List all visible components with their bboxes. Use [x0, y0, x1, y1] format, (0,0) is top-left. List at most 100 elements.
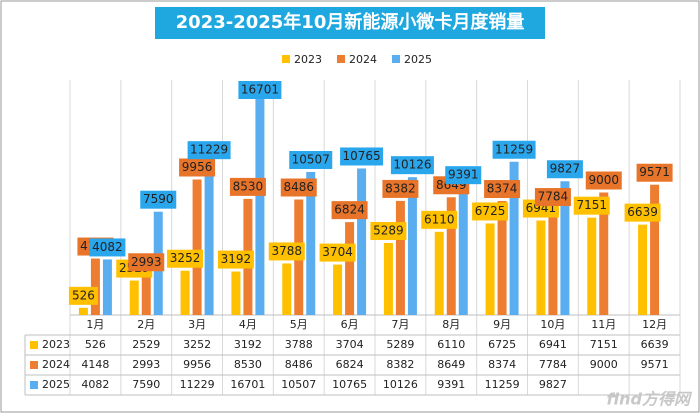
- legend-swatch: [392, 55, 400, 63]
- data-label: 11259: [495, 142, 533, 156]
- table-cell: 526: [85, 338, 106, 351]
- data-label: 16701: [241, 83, 279, 97]
- data-label: 7784: [538, 190, 569, 204]
- data-label: 6639: [627, 205, 658, 219]
- data-label: 2993: [131, 255, 162, 269]
- table-cell: 16701: [230, 378, 265, 391]
- data-label: 7151: [576, 198, 607, 212]
- data-label-box: [229, 177, 266, 196]
- data-label: 10507: [292, 152, 330, 166]
- data-label-box: [445, 166, 482, 185]
- data-label-box: [390, 156, 434, 175]
- data-label-box: [179, 158, 216, 177]
- table-cell: 11259: [485, 378, 520, 391]
- data-label: 9956: [182, 160, 213, 174]
- table-cell: 4082: [81, 378, 109, 391]
- data-label: 526: [72, 288, 95, 302]
- data-label: 8486: [283, 180, 314, 194]
- data-label-box: [370, 222, 407, 241]
- data-label: 3704: [322, 245, 353, 259]
- data-label: 3192: [221, 252, 252, 266]
- table-cell: 5289: [386, 338, 414, 351]
- legend-label: 2024: [349, 53, 377, 66]
- bar: [333, 264, 343, 315]
- data-label-box: [546, 160, 583, 179]
- table-cell: 8382: [386, 358, 414, 371]
- table-cell: 9391: [437, 378, 465, 391]
- table-cell: 9571: [641, 358, 669, 371]
- bar: [78, 307, 88, 315]
- legend-label: 2023: [294, 53, 322, 66]
- table-cell: 8649: [437, 358, 465, 371]
- table-cell: 10765: [332, 378, 367, 391]
- table-cell: 3252: [183, 338, 211, 351]
- x-tick-label: 12月: [642, 318, 667, 331]
- data-label-box: [624, 203, 661, 222]
- x-tick-label: 10月: [540, 318, 565, 331]
- data-label: 8530: [233, 179, 264, 193]
- data-label-box: [382, 179, 419, 198]
- data-label: 9571: [639, 165, 670, 179]
- data-label-box: [319, 243, 356, 262]
- bar: [383, 243, 393, 315]
- data-label-box: [167, 249, 204, 268]
- data-label-box: [340, 147, 384, 166]
- data-label: 8382: [385, 181, 416, 195]
- x-tick-label: 7月: [391, 318, 409, 331]
- bar: [180, 270, 190, 315]
- legend-swatch: [337, 55, 345, 63]
- table-swatch: [30, 361, 38, 369]
- table-cell: 6639: [641, 338, 669, 351]
- bar: [407, 177, 417, 315]
- row-header: 2024: [42, 358, 70, 371]
- table-cell: 3192: [234, 338, 262, 351]
- bar: [90, 258, 100, 315]
- data-label: 9391: [448, 168, 479, 182]
- data-label-box: [89, 238, 126, 257]
- bar: [102, 259, 112, 315]
- data-label: 9000: [588, 173, 619, 187]
- bar: [446, 197, 456, 315]
- table-cell: 3788: [285, 338, 313, 351]
- table-cell: 8374: [488, 358, 516, 371]
- data-label-box: [331, 201, 368, 220]
- bar: [204, 162, 214, 315]
- data-label-box: [68, 286, 98, 305]
- table-cell: 11229: [180, 378, 215, 391]
- table-cell: 9000: [590, 358, 618, 371]
- title-box: [155, 7, 545, 39]
- x-tick-label: 6月: [341, 318, 359, 331]
- bar: [599, 192, 609, 315]
- data-label-box: [421, 210, 458, 229]
- table-cell: 4148: [81, 358, 109, 371]
- table-cell: 8530: [234, 358, 262, 371]
- data-label: 10765: [342, 149, 380, 163]
- data-label: 4082: [92, 240, 123, 254]
- bar: [485, 223, 495, 315]
- x-tick-label: 2月: [137, 318, 155, 331]
- data-label: 9827: [550, 162, 581, 176]
- data-label-box: [280, 178, 317, 197]
- table-cell: 8486: [285, 358, 313, 371]
- table-cell: 7151: [590, 338, 618, 351]
- table-cell: 10126: [383, 378, 418, 391]
- data-label-box: [573, 196, 610, 215]
- watermark: find方得网: [607, 390, 693, 409]
- chart-title: 2023-2025年10月新能源小微卡月度销量: [176, 11, 525, 33]
- data-label: 3788: [271, 244, 302, 258]
- data-label-box: [636, 163, 673, 182]
- data-label-box: [187, 141, 231, 160]
- table-cell: 10507: [281, 378, 316, 391]
- table-cell: 6824: [336, 358, 364, 371]
- data-label-box: [289, 150, 333, 169]
- bar: [141, 274, 151, 315]
- x-tick-label: 8月: [442, 318, 460, 331]
- bar: [458, 187, 468, 315]
- data-label: 7590: [143, 192, 174, 206]
- bar: [536, 220, 546, 315]
- x-tick-label: 1月: [86, 318, 104, 331]
- data-label-box: [217, 250, 254, 269]
- data-label-box: [534, 188, 571, 207]
- data-label: 6725: [475, 204, 506, 218]
- data-label: 11229: [190, 143, 228, 157]
